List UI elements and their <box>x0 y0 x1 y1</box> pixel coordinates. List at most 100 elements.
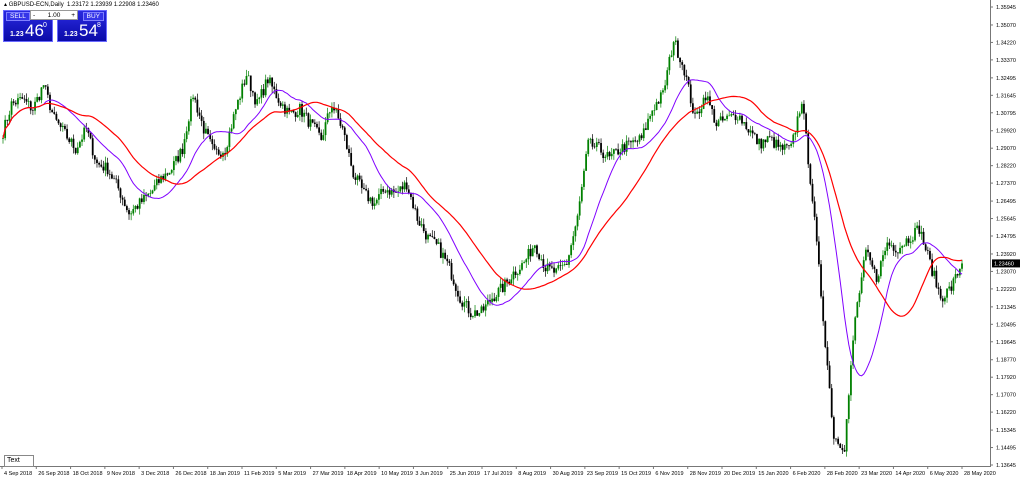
candle-body <box>775 139 778 148</box>
collapse-arrow-icon[interactable]: ▴ <box>4 2 9 8</box>
candle-body <box>467 301 470 314</box>
candle-body <box>873 266 876 270</box>
candle-body <box>51 110 54 113</box>
candle-body <box>217 149 220 155</box>
candle-body <box>903 245 906 247</box>
candle-body <box>670 55 673 57</box>
candle-body <box>824 321 827 348</box>
candle-body <box>632 140 634 143</box>
candle-body <box>100 164 103 167</box>
candle-body <box>23 98 26 100</box>
candle-body <box>224 152 227 155</box>
candle-body <box>768 136 771 137</box>
candle-body <box>504 279 506 292</box>
candle-body <box>794 132 797 135</box>
candle-body <box>852 340 854 366</box>
candle-body <box>589 138 592 140</box>
candle-body <box>585 154 587 171</box>
candle-body <box>407 189 410 194</box>
candle-body <box>111 174 113 179</box>
y-tick-label: 1.27370 <box>996 181 1016 187</box>
candle-body <box>702 97 705 109</box>
candle-body <box>378 194 380 200</box>
candle-body <box>736 119 739 121</box>
candle-body <box>64 125 66 129</box>
candle-body <box>70 138 73 142</box>
y-tick-label: 1.21345 <box>996 305 1016 311</box>
candle-body <box>380 188 382 195</box>
candle-body <box>49 94 51 111</box>
candle-body <box>659 92 662 104</box>
candle-body <box>792 134 795 144</box>
candle-body <box>343 127 346 136</box>
candle-body <box>662 90 664 93</box>
candle-body <box>29 101 32 111</box>
candle-body <box>311 119 314 123</box>
candle-body <box>313 122 316 124</box>
candle-body <box>469 313 472 318</box>
text-label-object[interactable]: Text <box>4 455 34 467</box>
x-tick-label: 3 Dec 2018 <box>141 471 169 477</box>
candle-body <box>243 83 246 85</box>
chart-header: ▴ GBPUSD-ECN,Daily 1.23172 1.23939 1.229… <box>4 1 159 8</box>
candle-body <box>634 140 637 142</box>
candle-body <box>446 258 449 262</box>
candle-body <box>168 172 171 175</box>
candle-body <box>482 306 485 311</box>
x-tick-label: 15 Jan 2020 <box>758 471 788 477</box>
x-tick-label: 18 Oct 2018 <box>73 471 103 477</box>
candle-body <box>610 153 613 157</box>
candle-body <box>153 185 156 191</box>
candle-body <box>160 176 162 183</box>
y-tick-label: 1.30795 <box>996 111 1016 117</box>
candle-body <box>352 165 355 178</box>
candle-body <box>256 99 259 105</box>
candle-body <box>57 119 60 124</box>
candle-body <box>185 131 188 140</box>
y-tick-label: 1.23920 <box>996 252 1016 258</box>
lot-size-stepper[interactable]: - 1.00 + <box>30 10 78 20</box>
candle-body <box>800 103 803 114</box>
candle-body <box>715 122 718 127</box>
x-tick-label: 5 Mar 2019 <box>278 471 306 477</box>
x-tick-label: 4 Sep 2018 <box>4 471 32 477</box>
decrease-lot-button[interactable]: - <box>33 12 36 19</box>
candle-body <box>83 127 86 140</box>
lot-size-input[interactable]: 1.00 <box>47 12 61 19</box>
candle-body <box>140 198 143 202</box>
candle-body <box>706 96 709 101</box>
candle-body <box>860 277 863 294</box>
candle-body <box>681 62 684 65</box>
candle-body <box>266 79 269 84</box>
candle-body <box>790 143 793 147</box>
candle-body <box>68 138 71 142</box>
candle-body <box>749 130 752 133</box>
x-tick-label: 18 Apr 2019 <box>347 471 377 477</box>
candle-body <box>837 438 840 444</box>
candle-body <box>709 96 711 106</box>
candle-body <box>301 104 303 117</box>
candle-body <box>337 109 340 119</box>
y-tick-label: 1.31645 <box>996 93 1016 99</box>
candle-body <box>606 152 609 157</box>
candle-body <box>700 108 703 114</box>
candle-body <box>892 245 895 251</box>
candle-body <box>427 234 429 240</box>
candle-body <box>40 87 43 101</box>
candle-body <box>732 114 735 115</box>
increase-lot-button[interactable]: + <box>71 12 75 19</box>
candle-body <box>944 297 946 302</box>
x-tick-label: 28 Feb 2020 <box>827 471 858 477</box>
candle-body <box>322 135 325 140</box>
candle-body <box>219 154 222 157</box>
candle-body <box>369 197 372 202</box>
candle-body <box>839 443 842 448</box>
candle-body <box>830 388 833 418</box>
x-tick-label: 23 Mar 2020 <box>861 471 892 477</box>
candle-body <box>27 101 30 102</box>
candle-body <box>529 248 532 257</box>
candle-body <box>486 300 489 305</box>
candle-body <box>104 162 107 171</box>
candle-body <box>115 178 118 180</box>
